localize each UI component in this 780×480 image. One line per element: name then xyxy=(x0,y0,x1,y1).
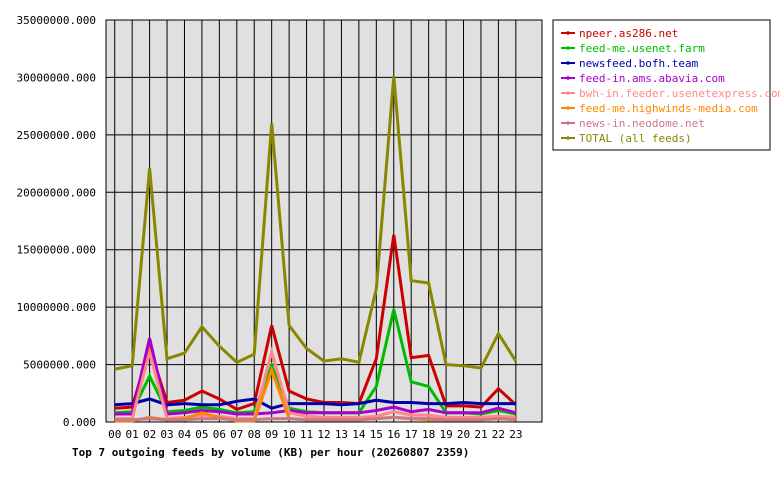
x-tick-label: 13 xyxy=(335,428,348,441)
x-tick-label: 09 xyxy=(265,428,278,441)
legend-item: bwh-in.feeder.usenetexpress.com xyxy=(561,87,780,100)
legend-marker xyxy=(566,106,570,110)
y-tick-label: 5000000.000 xyxy=(23,359,96,372)
legend-item: feed-in.ams.abavia.com xyxy=(561,72,725,85)
legend-label: feed-in.ams.abavia.com xyxy=(579,72,725,85)
legend-marker xyxy=(566,31,570,35)
series-line xyxy=(114,234,517,412)
legend-marker xyxy=(566,61,570,65)
legend-label: news-in.neodome.net xyxy=(579,117,705,130)
legend-item: feed-me.usenet.farm xyxy=(561,42,705,55)
legend-label: feed-me.highwinds-media.com xyxy=(579,102,758,115)
x-tick-label: 07 xyxy=(230,428,243,441)
legend-label: feed-me.usenet.farm xyxy=(579,42,705,55)
legend-label: TOTAL (all feeds) xyxy=(579,132,692,145)
legend-marker xyxy=(566,46,570,50)
y-tick-label: 30000000.000 xyxy=(17,71,96,84)
x-tick-label: 18 xyxy=(422,428,435,441)
x-tick-label: 02 xyxy=(143,428,156,441)
x-tick-label: 11 xyxy=(300,428,313,441)
grid-lines xyxy=(106,20,542,422)
legend-item: news-in.neodome.net xyxy=(561,117,705,130)
legend: npeer.as286.net feed-me.usenet.farm newsfe… xyxy=(552,19,780,151)
legend-marker xyxy=(566,121,570,125)
legend-item: feed-me.highwinds-media.com xyxy=(561,102,758,115)
series-line xyxy=(114,76,518,371)
x-tick-label: 04 xyxy=(178,428,192,441)
x-tick-label: 16 xyxy=(387,428,400,441)
legend-label: newsfeed.bofh.team xyxy=(579,57,699,70)
y-tick-label: 10000000.000 xyxy=(17,301,96,314)
x-tick-label: 15 xyxy=(370,428,383,441)
chart-title: Top 7 outgoing feeds by volume (KB) per … xyxy=(72,446,469,459)
x-tick-label: 08 xyxy=(248,428,261,441)
y-tick-label: 0.000 xyxy=(63,416,96,429)
y-tick-label: 25000000.000 xyxy=(17,129,96,142)
x-tick-label: 17 xyxy=(405,428,418,441)
legend-item: npeer.as286.net xyxy=(561,27,678,40)
series-line xyxy=(114,337,517,416)
y-tick-label: 15000000.000 xyxy=(17,244,96,257)
x-tick-label: 10 xyxy=(282,428,295,441)
legend-item: newsfeed.bofh.team xyxy=(561,57,699,70)
x-tick-label: 00 xyxy=(108,428,121,441)
legend-label: bwh-in.feeder.usenetexpress.com xyxy=(579,87,780,100)
y-tick-label: 35000000.000 xyxy=(17,14,96,27)
series-line xyxy=(114,415,516,422)
x-tick-label: 21 xyxy=(474,428,487,441)
x-tick-label: 20 xyxy=(457,428,470,441)
x-tick-label: 01 xyxy=(126,428,139,441)
legend-box xyxy=(552,19,771,151)
legend-marker xyxy=(566,76,570,80)
x-tick-label: 06 xyxy=(213,428,226,441)
x-tick-label: 05 xyxy=(195,428,208,441)
legend-item: TOTAL (all feeds) xyxy=(561,132,692,145)
series-line xyxy=(114,397,516,410)
x-tick-label: 14 xyxy=(352,428,366,441)
x-tick-label: 23 xyxy=(509,428,522,441)
x-tick-label: 19 xyxy=(439,428,452,441)
x-tick-label: 03 xyxy=(160,428,173,441)
legend-marker xyxy=(566,136,570,140)
x-axis-ticks: 00 01 02 03 04 05 06 07 08 09 10 11 12 13 14 15 16 17 18 19… xyxy=(108,428,522,441)
legend-marker xyxy=(566,91,570,95)
series-lines xyxy=(114,76,518,423)
y-axis-ticks: 0.000 5000000.000 10000000.000 15000000.000… xyxy=(17,14,96,429)
x-tick-label: 12 xyxy=(317,428,330,441)
legend-label: npeer.as286.net xyxy=(579,27,678,40)
x-tick-label: 22 xyxy=(492,428,505,441)
y-tick-label: 20000000.000 xyxy=(17,186,96,199)
